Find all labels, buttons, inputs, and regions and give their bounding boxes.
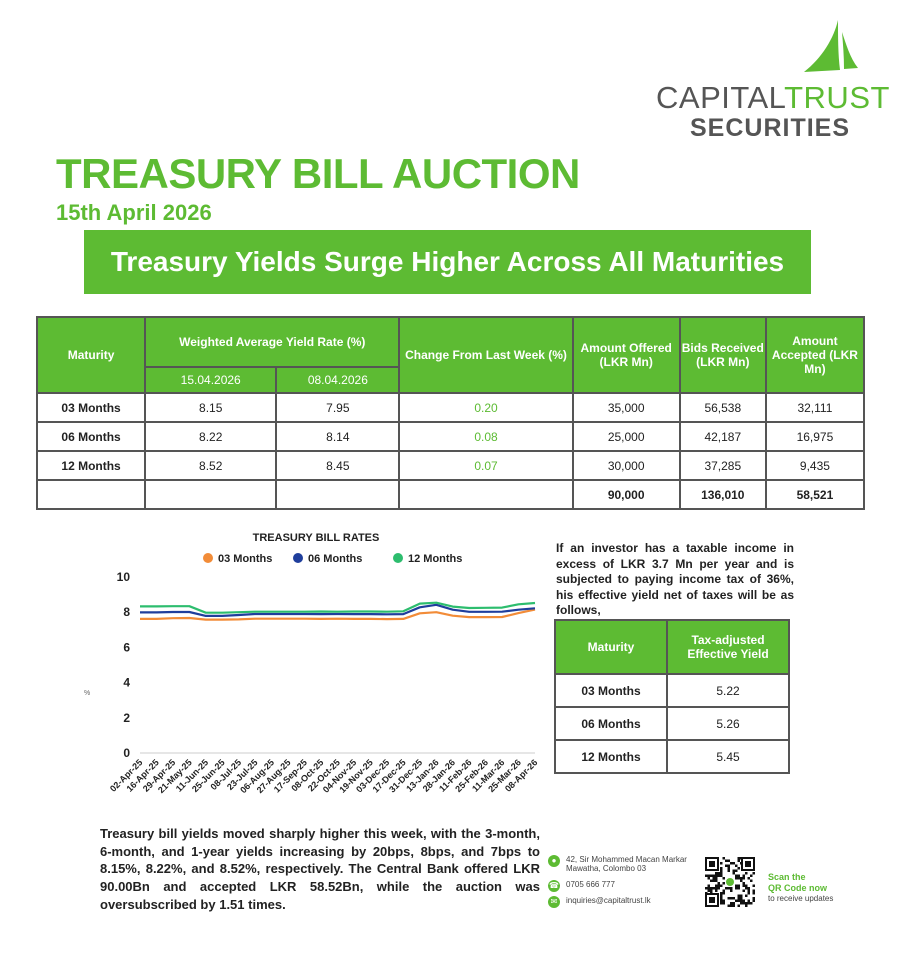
tax-note: If an investor has a taxable income in e… (556, 541, 794, 618)
tax-row-maturity: 12 Months (554, 739, 668, 774)
y-tick-label: 6 (123, 640, 130, 654)
table-row: 12 Months 8.52 8.45 0.07 30,000 37,285 9… (35, 450, 866, 481)
row-offered: 35,000 (571, 392, 681, 423)
row-accepted: 16,975 (764, 421, 866, 452)
row-bids: 42,187 (678, 421, 767, 452)
row-maturity: 06 Months (35, 421, 147, 452)
phone-icon: ☎ (548, 880, 560, 892)
row-maturity: 12 Months (35, 450, 147, 481)
header-bids: Bids Received (LKR Mn) (678, 316, 767, 394)
qr-code-icon[interactable] (705, 857, 755, 907)
total-empty (275, 479, 401, 510)
auction-table: Maturity Weighted Average Yield Rate (%)… (35, 316, 866, 510)
table-row: 03 Months 5.22 (554, 673, 790, 708)
series-line (140, 603, 536, 618)
tax-row-yield: 5.45 (666, 739, 790, 774)
y-tick-label: 0 (123, 746, 130, 760)
header-accepted: Amount Accepted (LKR Mn) (764, 316, 866, 394)
tax-header-yield: Tax-adjusted Effective Yield (666, 619, 790, 675)
y-tick-label: 8 (123, 605, 130, 619)
page-title: TREASURY BILL AUCTION (56, 150, 580, 197)
logo-securities: SECURITIES (690, 114, 851, 142)
row-yield-current: 8.52 (144, 450, 278, 481)
total-bids: 136,010 (678, 479, 767, 510)
row-maturity: 03 Months (35, 392, 147, 423)
table-row: 03 Months 8.15 7.95 0.20 35,000 56,538 3… (35, 392, 866, 423)
tax-row-maturity: 06 Months (554, 706, 668, 741)
legend-label: 03 Months (218, 553, 272, 565)
series-line (140, 608, 536, 621)
y-tick-label: 10 (117, 570, 131, 584)
legend-marker (293, 553, 303, 563)
row-yield-current: 8.22 (144, 421, 278, 452)
headline-banner: Treasury Yields Surge Higher Across All … (84, 230, 811, 294)
brand-logo: CAPITALTRUST SECURITIES (650, 18, 890, 143)
total-empty (144, 479, 278, 510)
logo-wordmark: CAPITALTRUST (656, 80, 890, 116)
table-row: 06 Months 5.26 (554, 706, 790, 741)
header-offered: Amount Offered (LKR Mn) (571, 316, 681, 394)
total-offered: 90,000 (571, 479, 681, 510)
email-icon: ✉ (548, 896, 560, 908)
row-yield-current: 8.15 (144, 392, 278, 423)
legend-marker (203, 553, 213, 563)
contact-address: ● 42, Sir Mohammed Macan Markar Mawatha,… (548, 855, 687, 873)
header-date-previous: 08.04.2026 (275, 366, 401, 394)
row-accepted: 32,111 (764, 392, 866, 423)
logo-capital: CAPITAL (656, 80, 785, 115)
y-tick-label: 4 (123, 676, 130, 690)
qr-line2: QR Code now (768, 882, 827, 893)
totals-row: 90,000 136,010 58,521 (35, 479, 866, 510)
location-pin-icon: ● (548, 855, 560, 867)
legend-label: 12 Months (408, 553, 462, 565)
row-yield-previous: 7.95 (275, 392, 401, 423)
tax-adjusted-table: Maturity Tax-adjusted Effective Yield 03… (554, 619, 790, 774)
table-row: 12 Months 5.45 (554, 739, 790, 774)
legend-label: 06 Months (308, 553, 362, 565)
sail-icon (804, 20, 858, 72)
header-change: Change From Last Week (%) (398, 316, 574, 394)
qr-caption: Scan the QR Code now to receive updates (768, 872, 833, 903)
total-empty (35, 479, 147, 510)
header-weighted-yield: Weighted Average Yield Rate (%) (144, 316, 401, 368)
contact-phone: ☎ 0705 666 777 (548, 880, 615, 892)
email-link[interactable]: inquiries@capitaltrust.lk (566, 896, 651, 905)
y-axis-mark: % (84, 690, 90, 697)
chart-title: TREASURY BILL RATES (253, 532, 380, 544)
contact-email: ✉ inquiries@capitaltrust.lk (548, 896, 651, 908)
row-yield-previous: 8.14 (275, 421, 401, 452)
header-date-current: 15.04.2026 (144, 366, 278, 394)
row-change: 0.20 (398, 392, 574, 423)
header-maturity: Maturity (35, 316, 147, 394)
row-bids: 56,538 (678, 392, 767, 423)
row-yield-previous: 8.45 (275, 450, 401, 481)
qr-line1: Scan the (768, 872, 806, 882)
qr-line3: to receive updates (768, 893, 834, 903)
tax-row-yield: 5.26 (666, 706, 790, 741)
phone-text: 0705 666 777 (566, 880, 615, 889)
series-line (140, 601, 536, 614)
row-change: 0.07 (398, 450, 574, 481)
total-empty (398, 479, 574, 510)
treasury-bill-rates-chart: TREASURY BILL RATES 03 Months 06 Months 12 … (84, 532, 539, 795)
summary-text: Treasury bill yields moved sharply highe… (100, 826, 540, 912)
table-row: 06 Months 8.22 8.14 0.08 25,000 42,187 1… (35, 421, 866, 452)
row-bids: 37,285 (678, 450, 767, 481)
tax-row-maturity: 03 Months (554, 673, 668, 708)
row-offered: 25,000 (571, 421, 681, 452)
tax-header-maturity: Maturity (554, 619, 668, 675)
row-change: 0.08 (398, 421, 574, 452)
auction-date: 15th April 2026 (56, 200, 212, 225)
legend-marker (393, 553, 403, 563)
row-accepted: 9,435 (764, 450, 866, 481)
address-line2: Mawatha, Colombo 03 (566, 864, 647, 873)
y-tick-label: 2 (123, 711, 130, 725)
total-accepted: 58,521 (764, 479, 866, 510)
logo-trust: TRUST (784, 80, 890, 115)
tax-row-yield: 5.22 (666, 673, 790, 708)
address-line1: 42, Sir Mohammed Macan Markar (566, 855, 687, 864)
row-offered: 30,000 (571, 450, 681, 481)
